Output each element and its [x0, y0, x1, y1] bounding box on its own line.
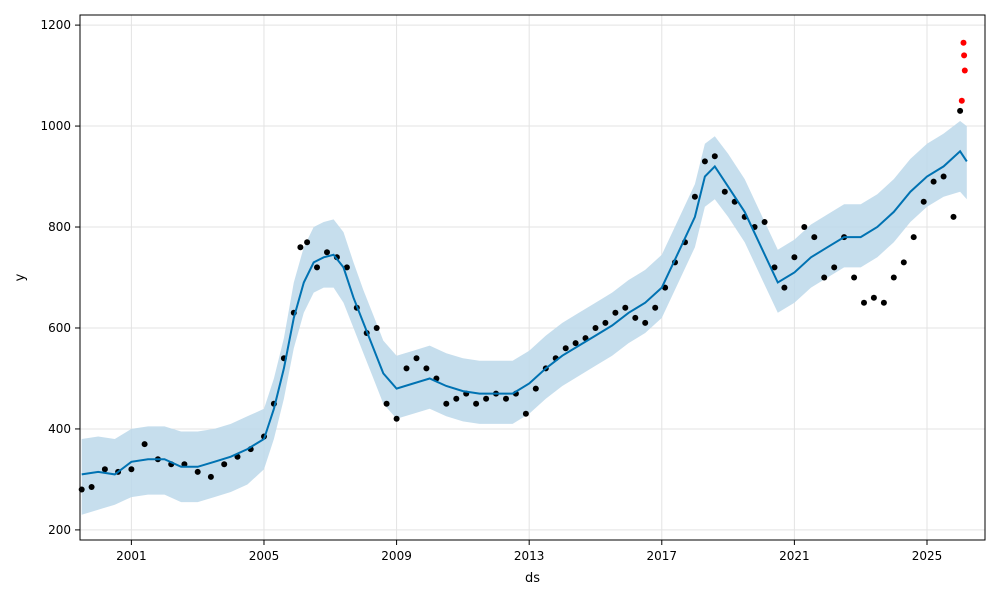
- observed-point: [101, 466, 108, 473]
- x-tick-label: 2009: [381, 549, 412, 563]
- y-tick-label: 200: [48, 523, 71, 537]
- observed-point: [602, 319, 609, 326]
- observed-point: [141, 441, 148, 448]
- observed-point: [711, 153, 718, 160]
- observed-point: [831, 264, 838, 271]
- observed-point: [221, 461, 228, 468]
- observed-point: [910, 234, 917, 241]
- x-tick-label: 2001: [116, 549, 147, 563]
- observed-point: [88, 484, 95, 490]
- observed-point: [811, 234, 818, 241]
- observed-point: [900, 259, 907, 266]
- observed-point: [373, 325, 380, 331]
- plot-area-frame: [79, 14, 986, 541]
- observed-point: [940, 173, 947, 180]
- observed-point: [314, 264, 320, 271]
- x-tick-label: 2025: [912, 549, 943, 563]
- observed-point: [632, 314, 639, 321]
- outlier-point: [961, 67, 968, 74]
- observed-point: [453, 395, 460, 402]
- observed-point: [691, 193, 698, 200]
- observed-point: [483, 395, 490, 402]
- observed-point: [791, 254, 798, 261]
- observed-point: [701, 158, 708, 165]
- observed-point: [642, 319, 649, 326]
- observed-point: [522, 410, 529, 417]
- observed-point: [343, 264, 350, 271]
- observed-point: [128, 466, 135, 473]
- y-tick-label: 600: [48, 321, 71, 335]
- observed-point: [861, 299, 867, 306]
- observed-point: [652, 304, 659, 311]
- observed-point: [771, 264, 778, 271]
- observed-point: [950, 213, 957, 220]
- outlier-point: [960, 39, 967, 46]
- forecast-path: [81, 149, 968, 476]
- y-tick-label: 1200: [40, 18, 71, 32]
- observed-point: [821, 274, 828, 281]
- x-axis-label: ds: [525, 571, 540, 586]
- observed-point: [297, 244, 304, 251]
- observed-point: [383, 400, 390, 407]
- forecast-line: [81, 149, 968, 476]
- observed-point: [324, 249, 330, 256]
- observed-point: [194, 468, 201, 475]
- observed-point: [503, 395, 509, 402]
- observed-point: [851, 274, 858, 281]
- y-tick-label: 1000: [40, 119, 71, 133]
- observed-point: [870, 294, 877, 301]
- observed-point: [443, 400, 450, 407]
- x-axis-ticks: 2001 2005 2009 2013 2017 2021 2025: [116, 540, 942, 563]
- observed-point: [423, 365, 430, 372]
- observed-point: [532, 385, 539, 392]
- observed-point: [304, 239, 311, 246]
- observed-point: [761, 219, 768, 225]
- observed-point: [473, 400, 480, 407]
- observed-point: [592, 325, 599, 331]
- observed-point: [801, 224, 808, 230]
- observed-point: [612, 309, 619, 316]
- observed-point: [957, 107, 964, 114]
- observed-point: [403, 365, 410, 372]
- observed-point: [781, 284, 788, 291]
- x-tick-label: 2013: [514, 549, 545, 563]
- observed-point: [413, 355, 420, 362]
- observed-point: [890, 274, 897, 281]
- observed-point: [930, 178, 937, 185]
- x-tick-label: 2017: [647, 549, 678, 563]
- outlier-point: [958, 97, 965, 104]
- observed-point: [393, 415, 400, 422]
- uncertainty-band: [81, 121, 967, 515]
- observed-point: [880, 299, 887, 306]
- observed-point: [622, 304, 629, 311]
- x-tick-label: 2005: [249, 549, 280, 563]
- y-axis-label: y: [13, 273, 28, 281]
- observed-point: [920, 198, 927, 205]
- y-tick-label: 400: [48, 422, 71, 436]
- y-tick-label: 800: [48, 220, 71, 234]
- observed-point: [207, 473, 214, 480]
- y-axis-ticks: 200 400 600 800 1000 1200: [40, 18, 80, 537]
- observed-point: [562, 345, 569, 352]
- uncertainty-interval: [81, 121, 967, 515]
- x-tick-label: 2021: [779, 549, 810, 563]
- outlier-point: [961, 52, 968, 59]
- outlier-points: [958, 39, 968, 104]
- observed-point: [721, 188, 728, 195]
- observed-point: [572, 340, 579, 347]
